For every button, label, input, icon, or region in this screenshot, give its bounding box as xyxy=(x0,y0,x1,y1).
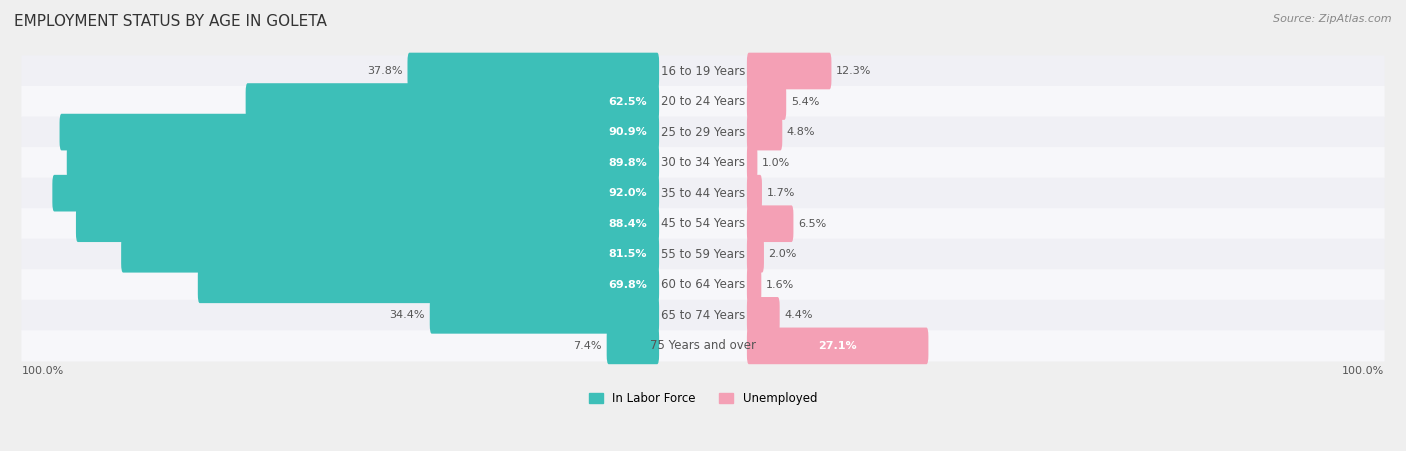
FancyBboxPatch shape xyxy=(21,330,1385,361)
FancyBboxPatch shape xyxy=(747,267,761,303)
Text: 55 to 59 Years: 55 to 59 Years xyxy=(661,248,745,261)
FancyBboxPatch shape xyxy=(121,236,659,272)
FancyBboxPatch shape xyxy=(21,239,1385,270)
Text: 100.0%: 100.0% xyxy=(1343,366,1385,376)
Text: 5.4%: 5.4% xyxy=(790,97,820,106)
Text: 20 to 24 Years: 20 to 24 Years xyxy=(661,95,745,108)
Text: 16 to 19 Years: 16 to 19 Years xyxy=(661,64,745,78)
Text: 2.0%: 2.0% xyxy=(769,249,797,259)
FancyBboxPatch shape xyxy=(747,144,758,181)
FancyBboxPatch shape xyxy=(408,53,659,89)
FancyBboxPatch shape xyxy=(747,236,763,272)
Text: Source: ZipAtlas.com: Source: ZipAtlas.com xyxy=(1274,14,1392,23)
Text: 60 to 64 Years: 60 to 64 Years xyxy=(661,278,745,291)
FancyBboxPatch shape xyxy=(246,83,659,120)
FancyBboxPatch shape xyxy=(747,175,762,212)
Text: 35 to 44 Years: 35 to 44 Years xyxy=(661,187,745,200)
Text: 45 to 54 Years: 45 to 54 Years xyxy=(661,217,745,230)
FancyBboxPatch shape xyxy=(21,147,1385,178)
FancyBboxPatch shape xyxy=(747,205,793,242)
FancyBboxPatch shape xyxy=(606,327,659,364)
Text: 4.8%: 4.8% xyxy=(787,127,815,137)
Text: 62.5%: 62.5% xyxy=(609,97,647,106)
FancyBboxPatch shape xyxy=(747,53,831,89)
Text: 12.3%: 12.3% xyxy=(837,66,872,76)
Text: 89.8%: 89.8% xyxy=(609,158,647,168)
FancyBboxPatch shape xyxy=(59,114,659,151)
Text: 27.1%: 27.1% xyxy=(818,341,858,351)
FancyBboxPatch shape xyxy=(747,83,786,120)
Text: 92.0%: 92.0% xyxy=(609,188,647,198)
FancyBboxPatch shape xyxy=(52,175,659,212)
Text: 25 to 29 Years: 25 to 29 Years xyxy=(661,125,745,138)
Text: 30 to 34 Years: 30 to 34 Years xyxy=(661,156,745,169)
Text: 34.4%: 34.4% xyxy=(389,310,425,320)
FancyBboxPatch shape xyxy=(21,55,1385,87)
Text: 37.8%: 37.8% xyxy=(367,66,404,76)
FancyBboxPatch shape xyxy=(21,116,1385,147)
Text: 65 to 74 Years: 65 to 74 Years xyxy=(661,309,745,322)
FancyBboxPatch shape xyxy=(21,269,1385,300)
FancyBboxPatch shape xyxy=(21,86,1385,117)
Text: 88.4%: 88.4% xyxy=(609,219,647,229)
Text: 1.0%: 1.0% xyxy=(762,158,790,168)
Text: 7.4%: 7.4% xyxy=(574,341,602,351)
Text: 90.9%: 90.9% xyxy=(609,127,647,137)
FancyBboxPatch shape xyxy=(21,208,1385,239)
FancyBboxPatch shape xyxy=(198,267,659,303)
Text: 1.6%: 1.6% xyxy=(766,280,794,290)
FancyBboxPatch shape xyxy=(430,297,659,334)
FancyBboxPatch shape xyxy=(66,144,659,181)
Text: 81.5%: 81.5% xyxy=(609,249,647,259)
Text: 1.7%: 1.7% xyxy=(766,188,794,198)
Text: 69.8%: 69.8% xyxy=(609,280,647,290)
Text: 100.0%: 100.0% xyxy=(21,366,63,376)
FancyBboxPatch shape xyxy=(747,297,780,334)
Text: EMPLOYMENT STATUS BY AGE IN GOLETA: EMPLOYMENT STATUS BY AGE IN GOLETA xyxy=(14,14,328,28)
FancyBboxPatch shape xyxy=(21,178,1385,209)
FancyBboxPatch shape xyxy=(747,327,928,364)
FancyBboxPatch shape xyxy=(21,300,1385,331)
FancyBboxPatch shape xyxy=(747,114,782,151)
Legend: In Labor Force, Unemployed: In Labor Force, Unemployed xyxy=(583,387,823,410)
Text: 6.5%: 6.5% xyxy=(799,219,827,229)
Text: 75 Years and over: 75 Years and over xyxy=(650,340,756,352)
FancyBboxPatch shape xyxy=(76,205,659,242)
Text: 4.4%: 4.4% xyxy=(785,310,813,320)
